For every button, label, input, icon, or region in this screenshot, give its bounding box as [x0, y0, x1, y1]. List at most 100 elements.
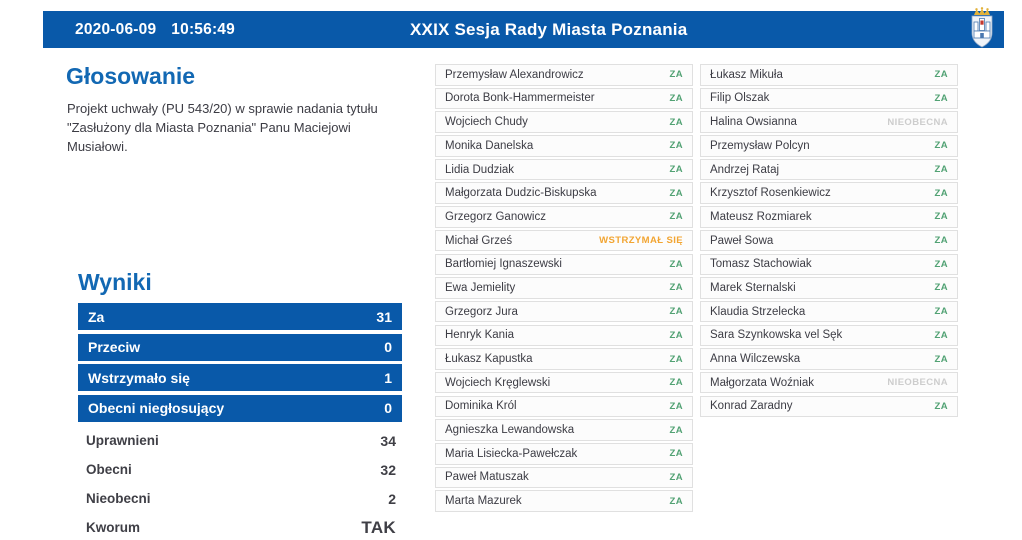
vote-status: ZA	[934, 164, 948, 175]
vote-row: Anna Wilczewska ZA	[700, 348, 958, 370]
vote-row: Tomasz Stachowiak ZA	[700, 253, 958, 275]
vote-status: NIEOBECNA	[887, 377, 948, 389]
vote-row: Przemysław Alexandrowicz ZA	[435, 64, 693, 86]
councillor-name: Maria Lisiecka-Pawełczak	[445, 447, 578, 460]
vote-status: ZA	[669, 69, 683, 81]
vote-row: Krzysztof Rosenkiewicz ZA	[700, 182, 958, 204]
vote-row: Paweł Matuszak ZA	[435, 466, 693, 489]
vote-row: Małgorzata Dudzic-Biskupska ZA	[435, 182, 693, 204]
result-bar-value: 1	[384, 369, 392, 386]
councillor-name: Marek Sternalski	[710, 281, 796, 294]
councillor-name: Paweł Sowa	[710, 234, 774, 247]
vote-row: Sara Szynkowska vel Sęk ZA	[700, 324, 958, 347]
vote-row: Monika Danelska ZA	[435, 135, 693, 157]
session-header-bar: 2020-06-09 10:56:49 XXIX Sesja Rady Mias…	[43, 7, 1004, 48]
councillor-name: Łukasz Kapustka	[445, 353, 533, 365]
vote-status: ZA	[669, 164, 683, 175]
councillor-name: Monika Danelska	[445, 139, 534, 152]
result-bar-label: Obecni niegłosujący	[88, 400, 225, 416]
councillor-name: Andrzej Rataj	[710, 163, 780, 176]
vote-row: Henryk Kania ZA	[435, 324, 693, 347]
poznan-coat-of-arms-icon	[971, 7, 993, 48]
voting-heading: Głosowanie	[66, 63, 196, 89]
stat-label: Uprawnieni	[86, 433, 159, 448]
stat-label: Nieobecni	[86, 491, 151, 506]
vote-status: ZA	[669, 116, 683, 128]
vote-row: Paweł Sowa ZA	[700, 229, 958, 252]
vote-row: Halina Owsianna NIEOBECNA	[700, 111, 958, 133]
session-time: 10:56:49	[171, 20, 235, 38]
councillor-name: Grzegorz Jura	[445, 305, 518, 318]
vote-status: ZA	[669, 211, 683, 223]
stat-value: 32	[380, 461, 396, 478]
vote-row: Lidia Dudziak ZA	[435, 158, 693, 181]
councillor-name: Michał Grześ	[445, 234, 513, 247]
result-bar: Obecni niegłosujący 0	[78, 394, 402, 422]
result-bar: Wstrzymało się 1	[78, 364, 402, 391]
stat-label: Obecni	[86, 462, 132, 477]
vote-status: ZA	[669, 495, 683, 507]
vote-status: ZA	[669, 471, 683, 483]
councillor-name: Grzegorz Ganowicz	[445, 210, 546, 223]
vote-row: Dorota Bonk-Hammermeister ZA	[435, 87, 693, 110]
vote-row: Wojciech Kręglewski ZA	[435, 371, 693, 394]
vote-column-1: Przemysław Alexandrowicz ZA Dorota Bonk-…	[435, 64, 693, 514]
stat-row: Kworum TAK	[86, 513, 396, 540]
result-bar: Przeciw 0	[78, 333, 402, 361]
councillor-name: Dorota Bonk-Hammermeister	[445, 92, 595, 105]
councillor-name: Sara Szynkowska vel Sęk	[710, 329, 843, 342]
vote-row: Mateusz Rozmiarek ZA	[700, 206, 958, 228]
vote-status: ZA	[934, 329, 948, 341]
stat-row: Uprawnieni 34	[86, 426, 396, 455]
results-bar-list: Za 31 Przeciw 0 Wstrzymało się 1 Obecni …	[78, 303, 402, 425]
councillor-name: Bartłomiej Ignaszewski	[445, 258, 562, 271]
councillor-name: Ewa Jemielity	[445, 281, 516, 294]
councillor-name: Filip Olszak	[710, 92, 770, 105]
vote-status: ZA	[934, 353, 948, 365]
vote-row: Łukasz Mikuła ZA	[700, 64, 958, 86]
voting-description: Projekt uchwały (PU 543/20) w sprawie na…	[67, 101, 378, 154]
vote-row: Konrad Zaradny ZA	[700, 395, 958, 418]
vote-status: ZA	[669, 424, 683, 436]
vote-status: ZA	[669, 282, 683, 294]
vote-status: ZA	[934, 140, 948, 152]
vote-status: ZA	[669, 448, 683, 460]
result-bar-value: 31	[376, 308, 392, 325]
vote-status: ZA	[669, 400, 683, 412]
vote-row: Grzegorz Jura ZA	[435, 300, 693, 323]
vote-status: ZA	[934, 187, 948, 199]
councillor-name: Wojciech Kręglewski	[445, 376, 551, 389]
session-date: 2020-06-09	[75, 20, 157, 38]
result-bar-value: 0	[384, 400, 392, 416]
vote-status: NIEOBECNA	[887, 116, 948, 128]
councillor-name: Tomasz Stachowiak	[710, 258, 812, 271]
results-stats-list: Uprawnieni 34 Obecni 32 Nieobecni 2 Kwor…	[86, 426, 396, 540]
councillor-name: Przemysław Polcyn	[710, 139, 810, 152]
vote-status: ZA	[934, 306, 948, 318]
stat-value: 2	[388, 490, 396, 507]
vote-status: ZA	[934, 69, 948, 81]
vote-status: ZA	[669, 92, 683, 104]
vote-row: Grzegorz Ganowicz ZA	[435, 206, 693, 228]
vote-row: Łukasz Kapustka ZA	[435, 348, 693, 370]
stat-label: Kworum	[86, 520, 140, 535]
stat-value: TAK	[361, 517, 396, 537]
vote-status: ZA	[669, 353, 683, 365]
vote-row: Marek Sternalski ZA	[700, 277, 958, 299]
councillor-name: Łukasz Mikuła	[710, 68, 783, 81]
councillor-name: Małgorzata Woźniak	[710, 376, 814, 389]
vote-status: ZA	[934, 235, 948, 247]
councillor-name: Paweł Matuszak	[445, 471, 529, 484]
councillor-name: Mateusz Rozmiarek	[710, 210, 812, 223]
vote-row: Małgorzata Woźniak NIEOBECNA	[700, 371, 958, 394]
stat-row: Nieobecni 2	[86, 484, 396, 513]
vote-row: Maria Lisiecka-Pawełczak ZA	[435, 443, 693, 465]
councillor-name: Anna Wilczewska	[710, 353, 801, 365]
vote-row: Filip Olszak ZA	[700, 87, 958, 110]
councillor-name: Halina Owsianna	[710, 116, 797, 129]
stat-value: 34	[380, 432, 396, 449]
councillor-name: Konrad Zaradny	[710, 400, 793, 413]
result-bar-label: Za	[88, 308, 105, 325]
result-bar-label: Przeciw	[88, 339, 141, 355]
vote-column-2: Łukasz Mikuła ZA Filip Olszak ZA Halina …	[700, 64, 958, 419]
